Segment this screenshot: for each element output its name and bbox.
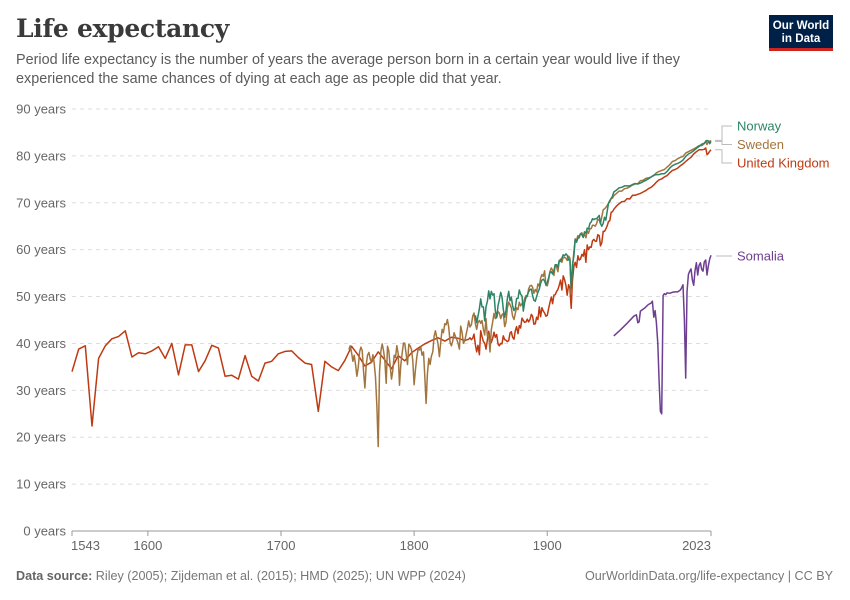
x-tick-label: 1600 [133, 538, 162, 553]
x-axis: 1543 1600 1700 1800 1900 2023 [71, 530, 712, 553]
logo-line-2: in Data [781, 32, 821, 45]
data-source: Data source: Riley (2005); Zijdeman et a… [16, 569, 466, 583]
label-connector [715, 139, 732, 145]
data-source-label: Data source: [16, 569, 93, 583]
series-labels: United Kingdom Sweden Norway Somalia [715, 119, 830, 264]
gridlines [72, 108, 711, 485]
y-tick-label: 30 years [16, 383, 66, 398]
y-tick-label: 60 years [16, 242, 66, 257]
series-lines [71, 139, 712, 448]
chart-subtitle: Period life expectancy is the number of … [16, 52, 680, 87]
series-line-norway[interactable] [474, 139, 712, 324]
series-label-sweden[interactable]: Sweden [737, 137, 784, 152]
label-connector [715, 125, 732, 142]
y-tick-label: 10 years [16, 477, 66, 492]
label-connector [715, 149, 732, 164]
y-tick-label: 20 years [16, 430, 66, 445]
y-axis: 0 years 10 years 20 years 30 years 40 years 5… [16, 102, 66, 539]
y-tick-label: 90 years [16, 102, 66, 117]
x-tick-label: 2023 [682, 538, 711, 553]
x-tick-label: 1700 [267, 538, 296, 553]
series-line-somalia[interactable] [613, 255, 712, 415]
y-tick-label: 70 years [16, 195, 66, 210]
x-tick-label: 1900 [533, 538, 562, 553]
y-tick-label: 40 years [16, 336, 66, 351]
owid-logo[interactable]: Our World in Data [769, 15, 833, 51]
series-label-norway[interactable]: Norway [737, 119, 782, 134]
x-tick-label: 1543 [71, 538, 100, 553]
series-line-sweden[interactable] [348, 139, 712, 448]
y-tick-label: 80 years [16, 148, 66, 163]
y-tick-label: 50 years [16, 289, 66, 304]
logo-line-1: Our World [772, 19, 830, 32]
series-label-united-kingdom[interactable]: United Kingdom [737, 156, 830, 171]
series-label-somalia[interactable]: Somalia [737, 249, 785, 264]
source-url-link[interactable]: OurWorldinData.org/life-expectancy | CC … [584, 569, 833, 583]
chart-title: Life expectancy [16, 14, 230, 43]
x-tick-label: 1800 [400, 538, 429, 553]
series-line-united-kingdom[interactable] [71, 147, 712, 427]
data-source-text: Riley (2005); Zijdeman et al. (2015); HM… [95, 569, 466, 583]
y-tick-label: 0 years [23, 524, 66, 539]
